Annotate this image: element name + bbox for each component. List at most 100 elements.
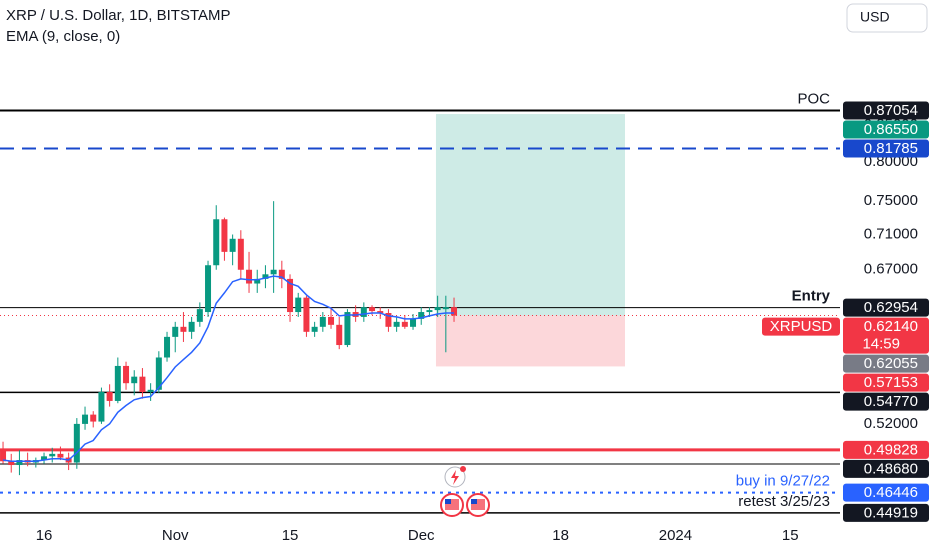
currency-label[interactable]: USD [860,9,890,25]
candle-body [16,460,23,466]
candle-body [180,326,187,332]
x-tick-label: 18 [552,527,569,544]
symbol-badge [762,317,840,336]
price-badge [843,373,929,392]
candle-body [336,324,343,346]
candle-body [319,316,326,327]
price-badge-label: 0.81785 [864,140,918,157]
candle-body [73,423,80,463]
candle-body [369,307,376,312]
countdown: 14:59 [862,336,900,353]
price-badge [843,483,929,502]
x-tick-label: 2024 [659,527,692,544]
position-loss [435,315,625,367]
price-badge [843,392,929,411]
event-icons [440,466,490,517]
y-tick-label: 0.52000 [864,415,918,432]
candle-body [434,307,441,311]
price-badge-label: 0.44919 [864,504,918,521]
y-tick-label: 0.71000 [864,225,918,242]
position-profit [435,114,625,316]
x-tick-label: Dec [408,527,435,544]
price-badge-label: 0.46446 [864,484,918,501]
candle-body [246,269,253,284]
x-tick-label: 15 [782,527,799,544]
candle-body [270,269,277,275]
price-badge-label: 0.48680 [864,460,918,477]
currency-button[interactable] [846,3,928,33]
price-badge-label: 0.86550 [864,121,918,138]
price-badge-label: 0.87054 [864,102,918,119]
candle-body [98,392,105,422]
price-badge [843,101,929,120]
candle-body [410,318,417,327]
candle-body [8,461,15,466]
level-name: Entry [792,288,831,305]
candle-body [229,238,236,252]
price-badge-label: 0.57153 [864,374,918,391]
candle-body [311,326,318,332]
indicator-label: EMA (9, close, 0) [6,28,120,45]
candle-body [278,269,285,279]
x-tick-label: 16 [36,527,53,544]
candle-body [303,297,310,332]
y-tick-label: 0.67000 [864,261,918,278]
candle-body [221,219,228,252]
price-badge-label: 0.62055 [864,355,918,372]
candle-body [205,265,212,313]
candle-body [344,312,351,346]
price-badge [843,298,929,317]
candle-body [155,357,162,390]
candle-body [114,365,121,401]
ema-line [2,275,454,463]
candle-body [377,311,384,314]
candle-body [287,278,294,313]
candle-body [418,312,425,319]
candle-body [426,310,433,313]
candle-body [360,307,367,317]
candle-body [57,453,64,458]
candle-body [123,365,130,384]
candle-body [139,376,146,393]
price-badge [843,354,929,373]
price-badge [843,440,929,459]
level-name: POC [797,90,830,107]
level-name: buy in 9/27/22 [736,473,830,490]
candle-body [385,313,392,327]
price-badge [843,317,929,354]
candle-body [147,389,154,393]
candle-body [41,456,48,461]
candle-body [131,376,138,384]
x-tick-label: 15 [282,527,299,544]
level-name: retest 3/25/23 [738,493,830,510]
candle-body [295,297,302,313]
candle-body [401,321,408,327]
price-badge-label: 0.54770 [864,393,918,410]
candle-body [49,453,56,457]
candle-body [328,316,335,325]
price-badge [843,139,929,158]
candle-body [196,309,203,322]
price-badge [843,503,929,522]
price-badge [843,459,929,478]
candle-body [451,307,458,316]
candle-body [172,326,179,337]
candle-body [106,392,113,401]
candle-body [164,336,171,358]
chart-title: XRP / U.S. Dollar, 1D, BITSTAMP [6,7,231,24]
candle-body [393,321,400,327]
price-badge-label: 0.62954 [864,299,918,316]
symbol-label: XRPUSD [770,318,833,335]
price-badge [843,120,929,139]
candle-body [237,238,244,270]
price-badge-label: 0.62140 [864,318,918,335]
candle-body [262,274,269,279]
price-badge-label: 0.49828 [864,441,918,458]
candle-body [82,414,89,424]
candle-body [0,450,7,462]
candle-body [254,278,261,284]
candle-body [188,321,195,332]
candle-body [442,307,449,310]
